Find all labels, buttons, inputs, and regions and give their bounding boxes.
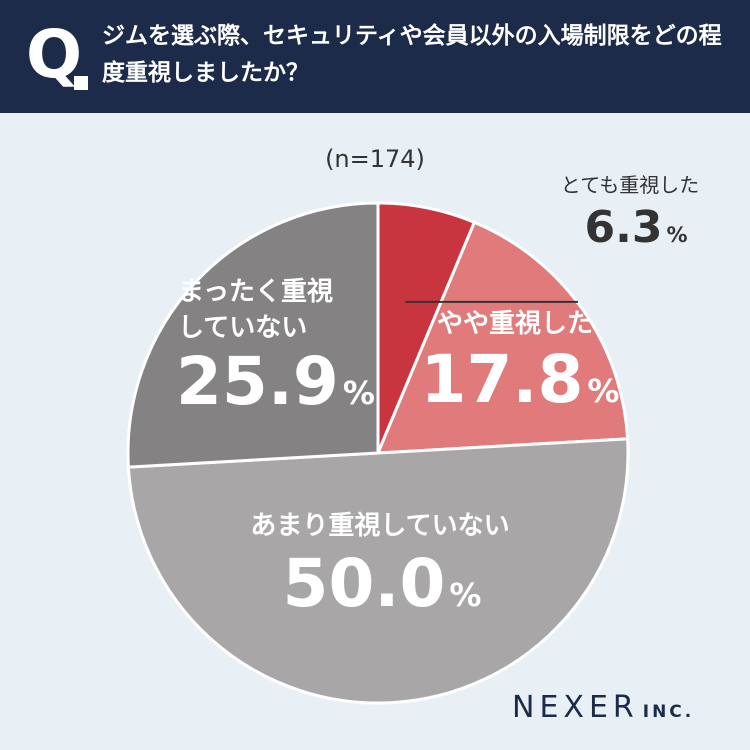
logo-sub-text: INC. [642,702,695,722]
label-somewhat-important: やや重視した [437,309,593,339]
value-somewhat-important-percent: % [587,372,619,410]
value-not-very-important-percent: % [449,576,481,614]
q-dot [74,76,88,90]
label-not-very-important: あまり重視していない [250,511,509,541]
value-not-at-all-important-number: 25.9 [176,343,339,420]
value-not-very-important: 50.0% [283,545,482,622]
sample-size: (n=174) [325,145,425,173]
q-mark: Q [26,16,83,93]
label-very-important: とても重視した [561,173,699,197]
value-somewhat-important-number: 17.8 [421,341,584,418]
slice-not-very-important [126,437,630,705]
slice-not-at-all-important [126,201,380,469]
logo-main-text: NEXER [512,690,639,725]
value-not-very-important-number: 50.0 [283,545,446,622]
value-very-important-percent: % [666,223,687,247]
value-not-at-all-important: 25.9% [176,343,375,420]
nexer-logo: NEXER INC. [512,690,694,725]
slice-somewhat-important [376,220,630,455]
value-very-important-number: 6.3 [585,202,663,253]
value-very-important: 6.3% [585,202,688,253]
value-somewhat-important: 17.8% [421,341,620,418]
label-not-at-all-important: まったく重視していない [178,277,333,343]
value-not-at-all-important-percent: % [343,374,375,412]
question-text: ジムを選ぶ際、セキュリティや会員以外の入場制限をどの程度重視しましたか？ [102,23,722,86]
question-header: Q ジムを選ぶ際、セキュリティや会員以外の入場制限をどの程度重視しましたか？ [0,0,750,113]
